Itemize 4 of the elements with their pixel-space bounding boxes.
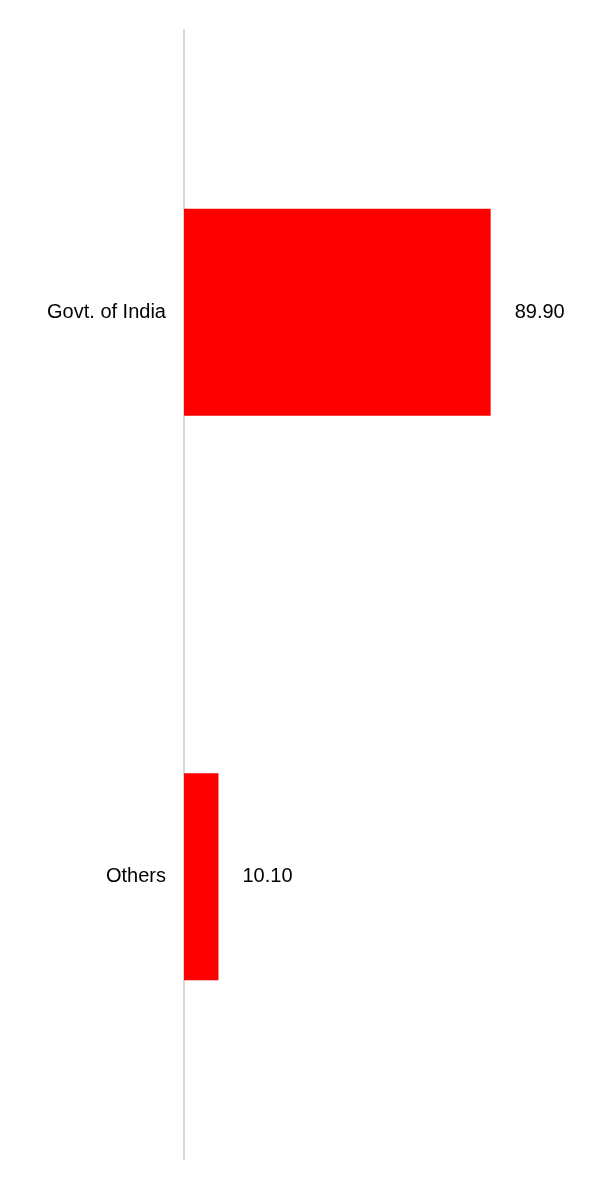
y-tick-label: Others [105, 864, 166, 887]
data-label: 10.10 [242, 864, 293, 887]
data-label: 89.90 [514, 299, 565, 322]
y-tick-label: Govt. of India [47, 299, 167, 322]
